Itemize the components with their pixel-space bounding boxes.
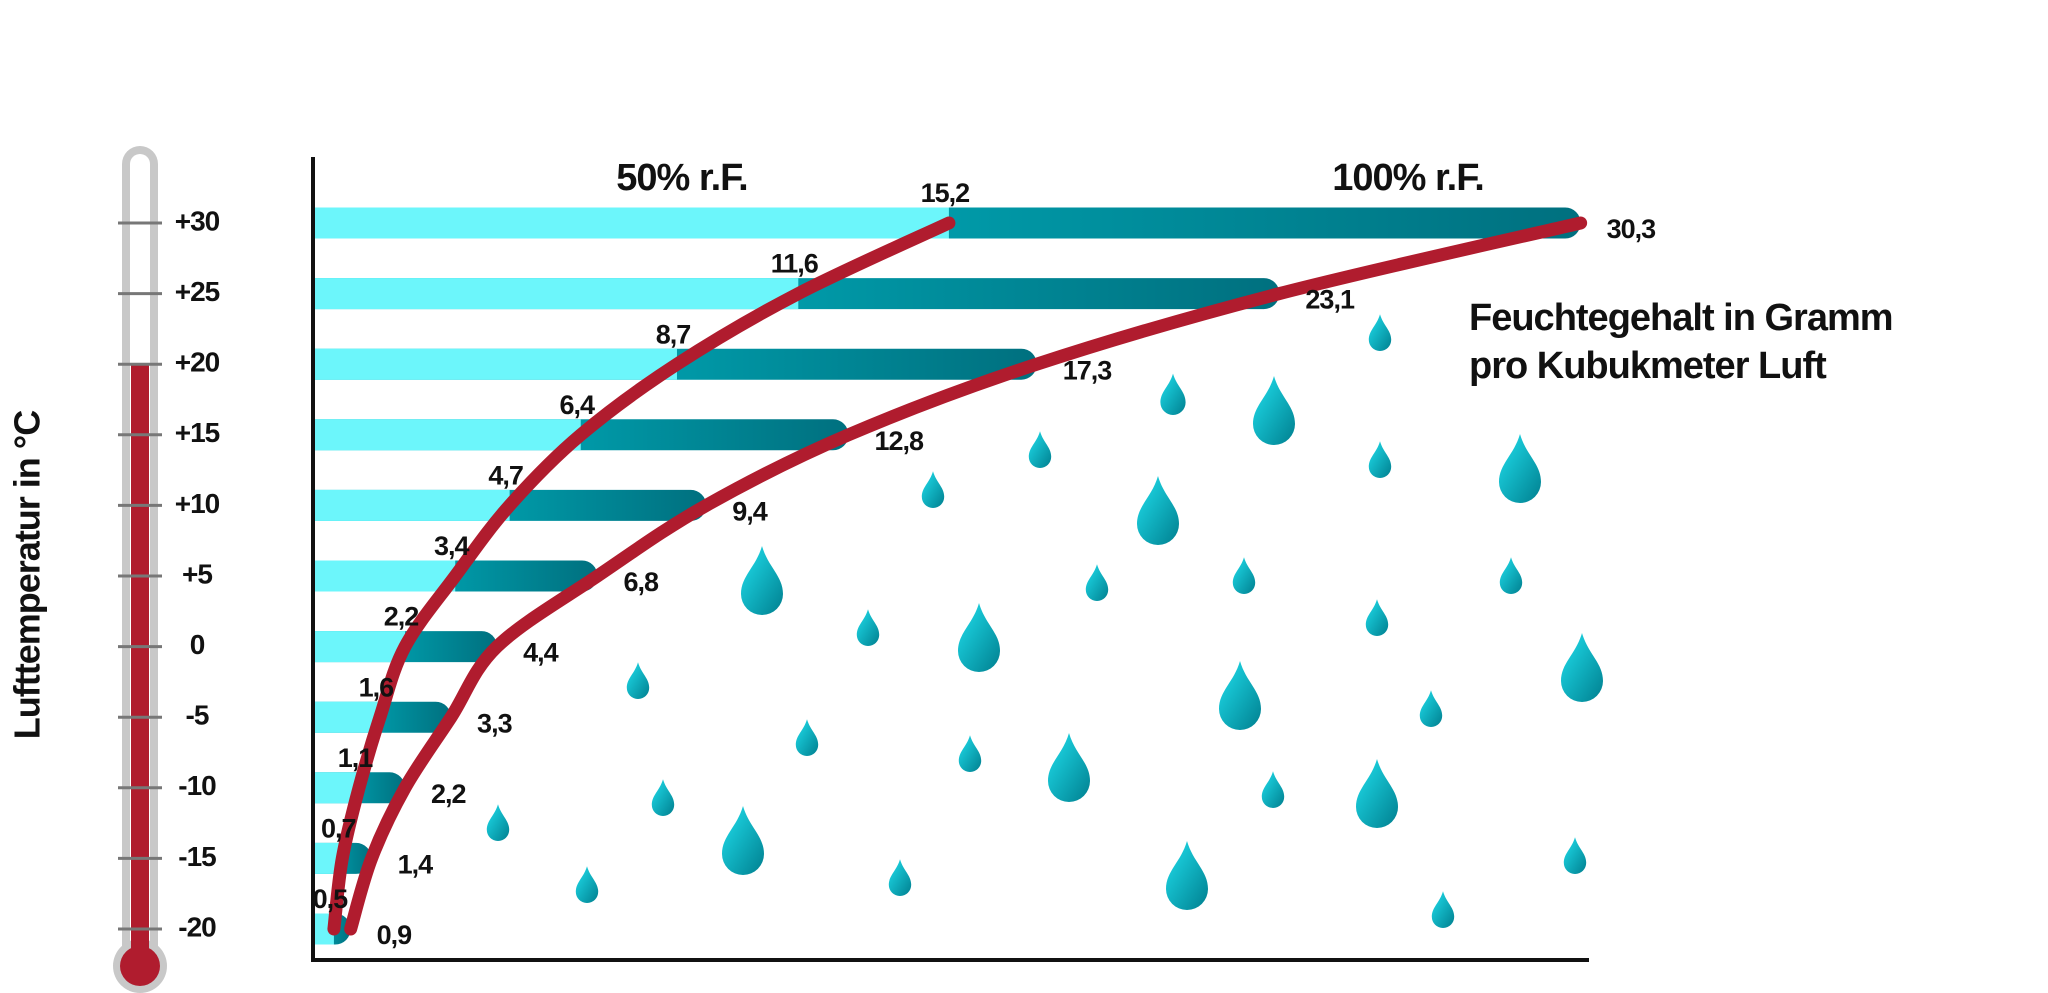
- drop: [1137, 476, 1179, 545]
- drop: [795, 719, 819, 757]
- value-label: 4,4: [523, 638, 559, 668]
- legend-label: 100% r.F.: [1332, 157, 1484, 199]
- value-label: 2,2: [384, 602, 419, 632]
- thermometer-fill: [131, 364, 149, 966]
- value-label: 4,7: [488, 461, 523, 491]
- drop: [1368, 441, 1392, 478]
- note: Feuchtegehalt in Gramm: [1469, 297, 1893, 339]
- value-label: 1,6: [359, 672, 395, 702]
- value-label: 6,4: [559, 390, 595, 420]
- bar: [313, 278, 799, 310]
- drop: [958, 603, 1000, 672]
- y-tick-label: +10: [175, 488, 220, 519]
- drop: [1365, 599, 1389, 636]
- value-label: 0,9: [377, 920, 413, 950]
- y-tick-label: +30: [175, 205, 220, 236]
- drops: [486, 314, 1603, 928]
- drop: [1085, 564, 1109, 601]
- value-label: 17,3: [1063, 355, 1113, 385]
- drop: [1166, 841, 1208, 910]
- drop: [626, 662, 650, 699]
- bar: [313, 489, 510, 521]
- y-tick-label: -15: [178, 841, 216, 872]
- value-label: 1,4: [398, 850, 434, 880]
- y-tick-label: +20: [175, 347, 220, 378]
- drop: [651, 779, 675, 816]
- drop: [1160, 373, 1186, 415]
- y-axis-label: Lufttemperatur in °C: [7, 410, 48, 739]
- y-tick-label: 0: [190, 629, 205, 660]
- drop: [1368, 314, 1392, 351]
- value-label: 1,1: [338, 743, 374, 773]
- drop: [1219, 661, 1261, 730]
- drop: [1028, 431, 1052, 468]
- drop: [1419, 690, 1443, 727]
- bar: [313, 419, 581, 451]
- value-label: 12,8: [875, 426, 925, 456]
- drop: [921, 471, 945, 508]
- drop: [958, 735, 982, 772]
- value-label: 2,2: [431, 779, 466, 809]
- humidity-curve: [344, 216, 1588, 936]
- legend-label: 50% r.F.: [616, 157, 747, 199]
- y-tick-label: +25: [175, 276, 220, 307]
- drop: [1499, 557, 1523, 594]
- drop: [888, 859, 912, 897]
- drop: [575, 866, 599, 904]
- thermometer: [113, 146, 167, 993]
- value-label: 11,6: [771, 249, 819, 279]
- drop: [1048, 733, 1090, 802]
- note: pro Kubukmeter Luft: [1469, 345, 1827, 387]
- drop: [1563, 837, 1587, 874]
- drop: [1232, 557, 1256, 594]
- value-label: 30,3: [1607, 214, 1657, 244]
- drop: [1261, 771, 1285, 808]
- drop: [1356, 759, 1398, 828]
- y-tick-label: -20: [178, 911, 216, 942]
- drop: [486, 804, 510, 841]
- bar: [313, 560, 456, 592]
- drop: [1253, 376, 1295, 445]
- y-tick-label: +15: [175, 417, 220, 448]
- value-label: 3,4: [434, 531, 470, 561]
- humidity-curve: [327, 216, 956, 936]
- y-tick-label: -5: [186, 700, 209, 731]
- drop: [741, 546, 783, 615]
- value-label: 8,7: [656, 319, 691, 349]
- axis-mask: [282, 157, 312, 960]
- bar: [313, 631, 406, 663]
- bar: [313, 348, 677, 380]
- bar: [313, 207, 949, 239]
- drop: [1561, 633, 1603, 702]
- bar: [313, 701, 380, 733]
- value-label: 6,8: [623, 567, 659, 597]
- y-tick-label: +5: [182, 558, 212, 589]
- value-label: 15,2: [921, 178, 970, 208]
- value-label: 0,5: [313, 884, 349, 914]
- drop: [1431, 891, 1455, 928]
- value-label: 9,4: [732, 497, 768, 527]
- value-label: 0,7: [321, 814, 356, 844]
- drop: [1499, 434, 1541, 503]
- drop: [722, 806, 764, 875]
- value-label: 3,3: [477, 708, 513, 738]
- y-tick-label: -10: [178, 770, 216, 801]
- drop: [856, 609, 880, 646]
- value-label: 23,1: [1305, 285, 1355, 315]
